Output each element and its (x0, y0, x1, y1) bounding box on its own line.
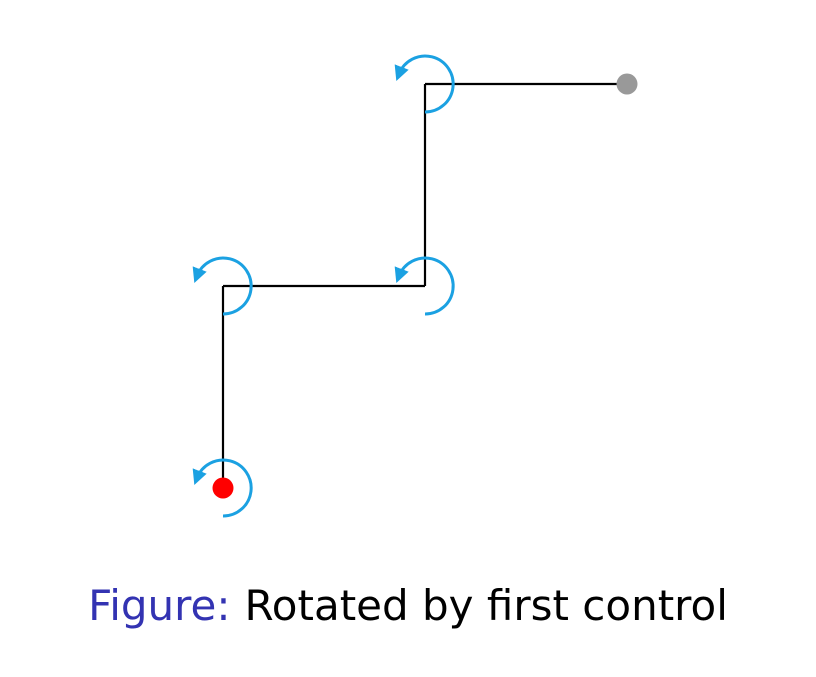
joint-1-rotation-icon (192, 458, 253, 518)
joint-2-rotation-icon (192, 256, 253, 316)
base-point-icon (212, 477, 234, 499)
end-effector-icon (616, 73, 638, 95)
arm-links (221, 82, 627, 488)
joint-3-rotation-icon (394, 256, 455, 316)
joint-rotation-markers (192, 54, 455, 518)
robot-arm-diagram (192, 54, 638, 518)
caption-text: Rotated by first control (244, 581, 728, 630)
joint-4-rotation-icon (394, 54, 455, 114)
figure-caption: Figure: Rotated by first control (0, 578, 816, 634)
caption-prefix: Figure: (88, 581, 231, 630)
